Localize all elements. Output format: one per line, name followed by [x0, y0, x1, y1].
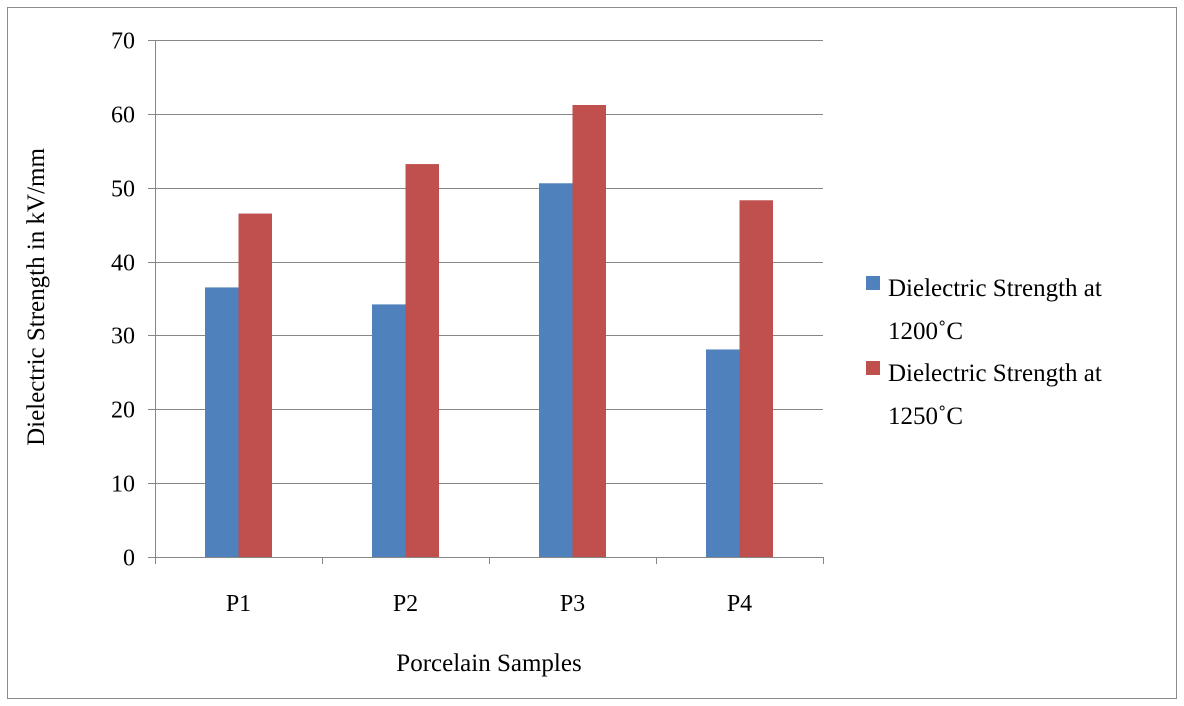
legend-swatch-series-2 [866, 361, 880, 375]
y-tick-label: 40 [111, 251, 135, 277]
bar-p1-series-2 [238, 213, 272, 558]
legend-swatch-series-1 [866, 276, 880, 290]
bar-p3-series-2 [572, 104, 606, 557]
x-axis-title: Porcelain Samples [396, 650, 581, 677]
y-tick-labels: 0 10 20 30 40 50 60 70 [111, 29, 135, 572]
x-tick-label: P4 [727, 591, 752, 617]
y-tick-label: 30 [111, 324, 135, 350]
y-tick-label: 10 [111, 472, 135, 498]
legend-label-series-2: Dielectric Strength at [888, 360, 1102, 387]
y-tick-label: 70 [111, 29, 135, 55]
y-tick-label: 60 [111, 103, 135, 129]
bars [205, 104, 773, 558]
x-tick-label: P1 [226, 591, 251, 617]
bar-p1-series-1 [205, 287, 239, 557]
y-tick-label: 0 [123, 546, 135, 572]
bar-p3-series-1 [539, 183, 573, 558]
y-tick-label: 20 [111, 398, 135, 424]
legend-label-series-2: 1250˚C [888, 403, 963, 430]
axes [155, 40, 824, 564]
legend-label-series-1: Dielectric Strength at [888, 275, 1102, 302]
legend-label-series-1: 1200˚C [888, 318, 963, 345]
x-tick-label: P2 [393, 591, 418, 617]
bar-p4-series-2 [739, 200, 773, 557]
y-axis-title: Dielectric Strength in kV/mm [23, 148, 50, 446]
bar-p4-series-1 [706, 349, 740, 557]
x-tick-label: P3 [560, 591, 585, 617]
legend: Dielectric Strength at 1200˚C Dielectric S… [866, 275, 1102, 430]
bar-p2-series-1 [372, 304, 406, 557]
x-tick-labels: P1 P2 P3 P4 [226, 591, 752, 617]
bar-p2-series-2 [405, 164, 439, 557]
y-tick-label: 50 [111, 177, 135, 203]
